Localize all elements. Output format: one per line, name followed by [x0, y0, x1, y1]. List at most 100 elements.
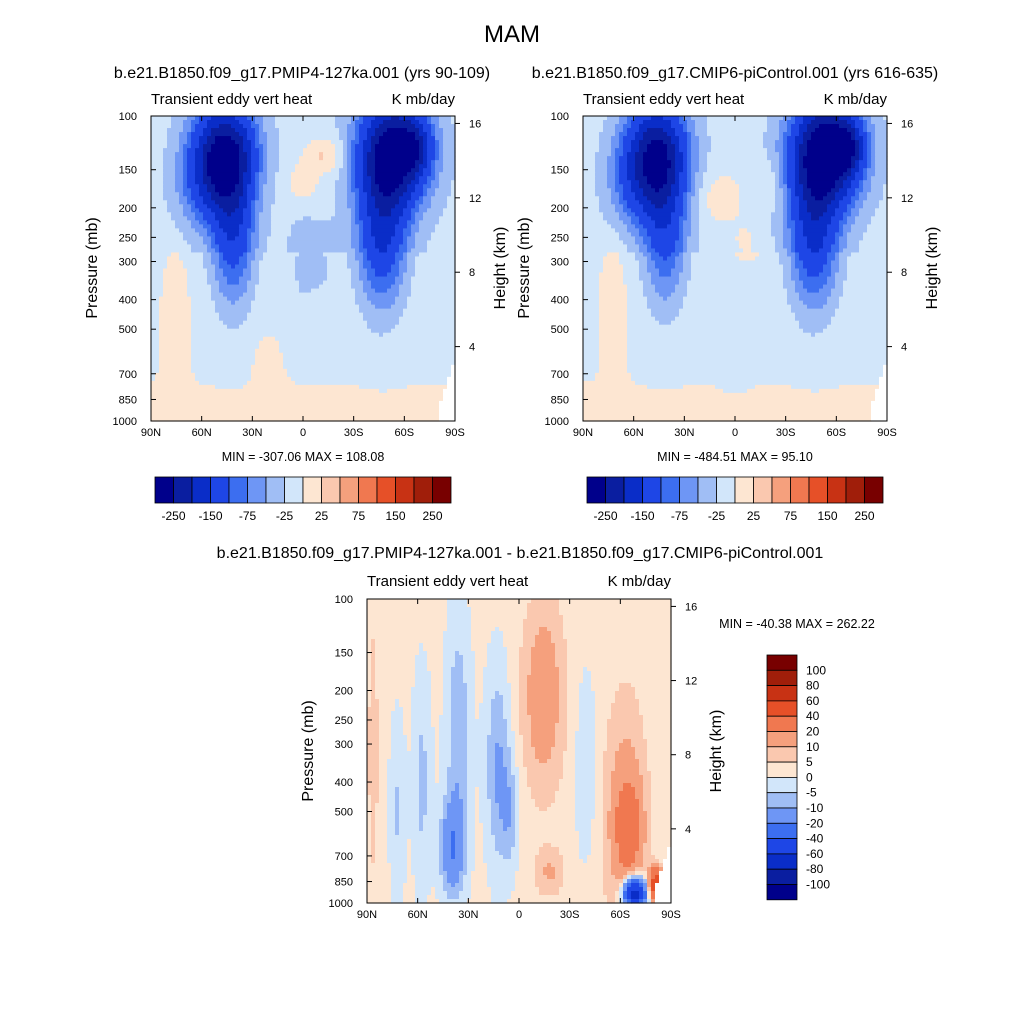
contour-cell: [583, 120, 604, 125]
contour-cell: [267, 176, 276, 181]
contour-cell: [183, 260, 204, 266]
contour-cell: [523, 751, 536, 756]
y2-tick-label: 16: [901, 118, 913, 130]
contour-cell: [871, 144, 876, 149]
contour-cell: [611, 136, 620, 141]
contour-cell: [347, 200, 356, 205]
contour-cell: [259, 188, 264, 193]
contour-cell: [375, 647, 420, 652]
contour-cell: [443, 863, 464, 868]
contour-cell: [695, 192, 700, 197]
contour-cell: [691, 160, 700, 165]
colorbar-label: -20: [806, 816, 824, 830]
contour-cell: [471, 879, 488, 884]
contour-cell: [263, 184, 276, 189]
contour-cell: [419, 252, 456, 258]
contour-cell: [371, 300, 396, 306]
contour-cell: [707, 164, 772, 169]
contour-cell: [795, 236, 808, 241]
contour-cell: [379, 795, 388, 800]
contour-cell: [403, 711, 412, 716]
contour-cell: [623, 220, 632, 225]
contour-cell: [151, 120, 172, 125]
contour-cell: [259, 164, 264, 169]
contour-cell: [407, 843, 412, 848]
contour-cell: [171, 120, 184, 125]
contour-cell: [403, 731, 412, 736]
contour-cell: [347, 264, 360, 270]
contour-cell: [827, 232, 836, 237]
contour-cell: [687, 168, 692, 173]
contour-cell: [391, 895, 404, 900]
contour-cell: [583, 224, 612, 229]
contour-cell: [247, 288, 256, 294]
contour-cell: [647, 300, 684, 306]
contour-cell: [467, 767, 488, 772]
contour-cell: [487, 739, 508, 744]
contour-cell: [375, 304, 392, 310]
contour-cell: [647, 755, 672, 760]
contour-cell: [643, 783, 652, 788]
y-tick-label: 250: [551, 232, 569, 244]
contour-cell: [367, 324, 396, 330]
contour-cell: [595, 803, 604, 808]
contour-cell: [175, 176, 184, 181]
contour-cell: [875, 160, 888, 165]
contour-cell: [255, 352, 284, 358]
colorbar-label: -10: [806, 801, 824, 815]
contour-cell: [847, 264, 888, 270]
contour-cell: [559, 603, 672, 608]
contour-cell: [351, 184, 356, 189]
contour-cell: [855, 192, 860, 197]
contour-cell: [411, 851, 440, 856]
contour-cell: [427, 240, 456, 246]
contour-cell: [407, 184, 416, 189]
contour-cell: [151, 372, 156, 378]
contour-cell: [583, 316, 600, 322]
contour-cell: [539, 627, 548, 632]
contour-cell: [843, 232, 848, 237]
contour-cell: [443, 136, 456, 141]
contour-cell: [439, 140, 444, 145]
contour-cell: [583, 356, 600, 362]
contour-cell: [355, 156, 364, 161]
contour-cell: [279, 136, 340, 141]
contour-cell: [599, 352, 628, 358]
contour-cell: [627, 875, 632, 880]
contour-cell: [487, 751, 496, 756]
contour-cell: [347, 160, 352, 165]
colorbar-label: -60: [806, 847, 824, 861]
contour-cell: [455, 851, 464, 856]
x-tick-label: 90N: [141, 427, 161, 439]
panel-right-y2-axis-label: Height (km): [924, 227, 941, 310]
contour-cell: [583, 308, 600, 314]
contour-cell: [595, 188, 612, 193]
contour-cell: [351, 220, 356, 225]
contour-cell: [599, 300, 628, 306]
contour-cell: [631, 180, 640, 185]
contour-cell: [483, 667, 508, 672]
contour-cell: [603, 763, 616, 768]
contour-cell: [803, 164, 852, 169]
contour-cell: [371, 675, 376, 680]
contour-cell: [367, 775, 380, 780]
contour-cell: [859, 192, 868, 197]
contour-cell: [863, 180, 872, 185]
contour-cell: [439, 735, 452, 740]
contour-cell: [151, 232, 184, 237]
contour-cell: [647, 212, 672, 217]
contour-cell: [611, 783, 624, 788]
contour-cell: [151, 116, 172, 121]
contour-cell: [699, 188, 712, 193]
contour-cell: [639, 264, 648, 270]
y-tick-label: 700: [119, 369, 137, 381]
contour-cell: [359, 136, 368, 141]
contour-cell: [583, 268, 604, 274]
contour-cell: [435, 176, 440, 181]
contour-cell: [263, 128, 280, 133]
contour-cell: [603, 751, 616, 756]
contour-cell: [375, 683, 416, 688]
contour-cell: [611, 707, 640, 712]
contour-cell: [603, 787, 612, 792]
contour-cell: [447, 376, 456, 382]
